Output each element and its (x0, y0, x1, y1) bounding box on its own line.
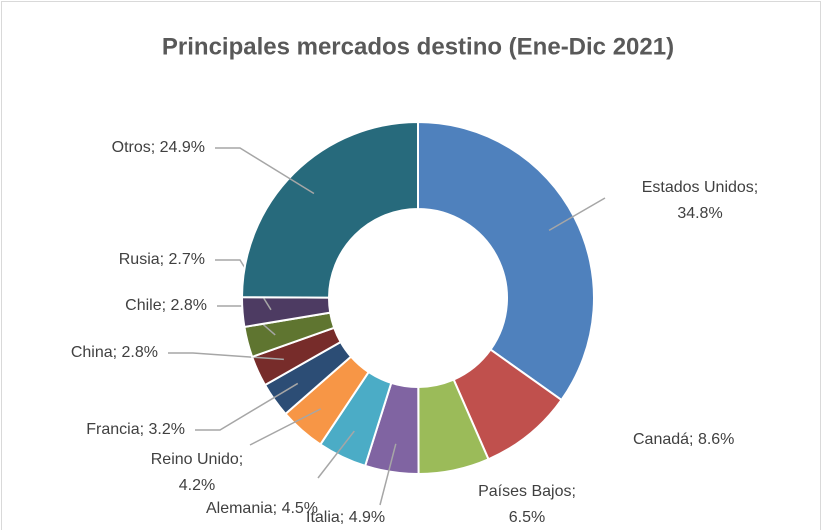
data-label: Estados Unidos; (642, 179, 759, 196)
data-label: Alemania; 4.5% (206, 500, 318, 517)
data-label: Rusia; 2.7% (119, 251, 205, 268)
data-label: 4.2% (179, 477, 215, 494)
leader-line (249, 408, 322, 446)
data-label: 34.8% (677, 205, 722, 222)
data-label: Reino Unido; (151, 451, 244, 468)
donut-slice (417, 120, 595, 402)
data-label: Francia; 3.2% (86, 421, 185, 438)
data-label: China; 2.8% (71, 344, 158, 361)
leader-line (195, 382, 299, 431)
leader-line (548, 197, 606, 232)
data-label: Italia; 4.9% (306, 509, 385, 526)
leader-line (379, 443, 397, 506)
data-label: Países Bajos; (478, 483, 576, 500)
chart-title: Principales mercados destino (Ene-Dic 20… (162, 33, 674, 60)
leader-line (215, 147, 315, 195)
data-label: Canadá; 8.6% (633, 431, 734, 448)
data-label: Otros; 24.9% (112, 139, 205, 156)
donut-slice (240, 120, 419, 299)
data-label: 6.5% (509, 509, 545, 526)
leader-line (317, 430, 355, 479)
data-label: Chile; 2.8% (125, 297, 207, 314)
